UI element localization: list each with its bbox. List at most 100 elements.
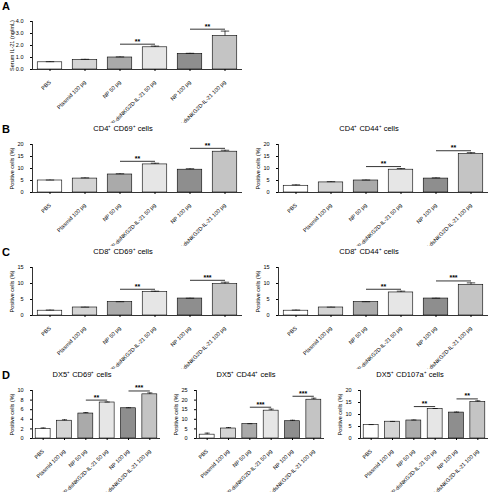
- svg-text:Plasmid 100 μg: Plasmid 100 μg: [302, 202, 333, 233]
- svg-text:Positive cells (%): Positive cells (%): [173, 393, 179, 435]
- svg-text:5: 5: [20, 296, 23, 302]
- svg-text:10: 10: [17, 280, 23, 286]
- svg-text:Positive cells (%): Positive cells (%): [9, 393, 15, 435]
- svg-text:NP 50 μg: NP 50 μg: [347, 325, 367, 345]
- svg-text:Positive cells (%): Positive cells (%): [255, 270, 261, 312]
- svg-text:NP-dsNKG2D-IL-21 100 μg: NP-dsNKG2D-IL-21 100 μg: [100, 448, 152, 492]
- svg-text:4.0: 4.0: [16, 18, 24, 24]
- svg-text:**: **: [135, 155, 141, 162]
- svg-text:PBS: PBS: [361, 448, 373, 460]
- svg-text:Plasmid 100 μg: Plasmid 100 μg: [302, 325, 333, 356]
- svg-text:NP 100 μg: NP 100 μg: [169, 325, 192, 348]
- svg-text:0: 0: [184, 435, 187, 441]
- svg-text:2: 2: [20, 426, 23, 432]
- svg-text:NP 50 μg: NP 50 μg: [231, 448, 251, 468]
- svg-text:0.0: 0.0: [16, 66, 24, 72]
- svg-text:***: ***: [449, 274, 457, 281]
- svg-text:NP-dsNKG2D-IL-21 50 μg: NP-dsNKG2D-IL-21 50 μg: [60, 448, 109, 492]
- svg-text:15: 15: [263, 153, 269, 159]
- svg-text:**: **: [464, 392, 470, 399]
- svg-text:PBS: PBS: [286, 202, 298, 214]
- svg-text:NP-dsNKG2D-IL-21 50 μg: NP-dsNKG2D-IL-21 50 μg: [353, 325, 402, 369]
- svg-text:NP-dsNKG2D-IL-21 100 μg: NP-dsNKG2D-IL-21 100 μg: [428, 448, 480, 492]
- svg-text:**: **: [135, 38, 141, 45]
- svg-text:10: 10: [17, 387, 23, 393]
- svg-text:PBS: PBS: [40, 325, 52, 337]
- svg-text:5: 5: [20, 177, 23, 183]
- svg-text:NP 50 μg: NP 50 μg: [67, 448, 87, 468]
- svg-text:Positive cells (%): Positive cells (%): [9, 147, 15, 189]
- svg-text:Plasmid 100 μg: Plasmid 100 μg: [35, 448, 66, 479]
- svg-text:**: **: [381, 283, 387, 290]
- svg-text:NP-dsNKG2D-IL-21 50 μg: NP-dsNKG2D-IL-21 50 μg: [388, 448, 437, 492]
- svg-text:PBS: PBS: [40, 202, 52, 214]
- svg-text:NP-dsNKG2D-IL-21 100 μg: NP-dsNKG2D-IL-21 100 μg: [421, 325, 473, 369]
- svg-text:Plasmid 100 μg: Plasmid 100 μg: [199, 448, 230, 479]
- svg-text:NP-dsNKG2D-IL-21 100 μg: NP-dsNKG2D-IL-21 100 μg: [175, 325, 227, 369]
- svg-text:15: 15: [263, 264, 269, 270]
- svg-text:NP 100 μg: NP 100 μg: [169, 202, 192, 225]
- svg-text:NP 50 μg: NP 50 μg: [101, 202, 121, 222]
- svg-text:NP 100 μg: NP 100 μg: [169, 79, 192, 102]
- svg-text:NP 50 μg: NP 50 μg: [395, 448, 415, 468]
- svg-text:0: 0: [20, 312, 23, 318]
- svg-text:NP 50 μg: NP 50 μg: [101, 325, 121, 345]
- svg-text:5: 5: [184, 426, 187, 432]
- svg-text:Serum IL-21 (ng/mL): Serum IL-21 (ng/mL): [9, 20, 15, 71]
- svg-text:NP 100 μg: NP 100 μg: [415, 325, 438, 348]
- svg-text:**: **: [451, 144, 457, 151]
- svg-text:6: 6: [20, 406, 23, 412]
- svg-text:NP 100 μg: NP 100 μg: [415, 202, 438, 225]
- svg-text:20: 20: [263, 141, 269, 147]
- svg-text:NP-dsNKG2D-IL-21 50 μg: NP-dsNKG2D-IL-21 50 μg: [107, 79, 156, 123]
- svg-text:0: 0: [20, 189, 23, 195]
- svg-text:***: ***: [203, 274, 211, 281]
- svg-text:0: 0: [20, 435, 23, 441]
- svg-text:10: 10: [345, 411, 351, 417]
- svg-text:Plasmid 100 μg: Plasmid 100 μg: [56, 202, 87, 233]
- svg-text:PBS: PBS: [197, 448, 209, 460]
- svg-text:Plasmid 100 μg: Plasmid 100 μg: [56, 79, 87, 110]
- svg-text:10: 10: [17, 165, 23, 171]
- svg-text:15: 15: [181, 406, 187, 412]
- svg-text:NP-dsNKG2D-IL-21 100 μg: NP-dsNKG2D-IL-21 100 μg: [175, 79, 227, 123]
- svg-text:Plasmid 100 μg: Plasmid 100 μg: [56, 325, 87, 356]
- svg-text:2.0: 2.0: [16, 42, 24, 48]
- svg-text:Positive cells (%): Positive cells (%): [337, 393, 343, 435]
- svg-text:5: 5: [266, 177, 269, 183]
- svg-text:***: ***: [299, 390, 307, 397]
- svg-text:**: **: [205, 142, 211, 149]
- svg-text:3.0: 3.0: [16, 30, 24, 36]
- svg-text:25: 25: [181, 387, 187, 393]
- svg-text:***: ***: [135, 384, 143, 391]
- svg-text:5: 5: [266, 296, 269, 302]
- svg-text:NP-dsNKG2D-IL-21 50 μg: NP-dsNKG2D-IL-21 50 μg: [107, 202, 156, 246]
- svg-text:4: 4: [20, 416, 23, 422]
- svg-text:**: **: [135, 283, 141, 290]
- svg-text:8: 8: [20, 397, 23, 403]
- svg-text:20: 20: [181, 397, 187, 403]
- svg-text:**: **: [94, 394, 100, 401]
- svg-text:Positive cells (%): Positive cells (%): [9, 270, 15, 312]
- svg-text:NP-dsNKG2D-IL-21 50 μg: NP-dsNKG2D-IL-21 50 μg: [224, 448, 273, 492]
- svg-text:15: 15: [17, 153, 23, 159]
- svg-text:0: 0: [266, 189, 269, 195]
- svg-text:PBS: PBS: [286, 325, 298, 337]
- svg-text:15: 15: [17, 264, 23, 270]
- svg-text:NP 50 μg: NP 50 μg: [347, 202, 367, 222]
- svg-text:20: 20: [345, 387, 351, 393]
- svg-text:NP-dsNKG2D-IL-21 100 μg: NP-dsNKG2D-IL-21 100 μg: [421, 202, 473, 246]
- svg-text:NP-dsNKG2D-IL-21 100 μg: NP-dsNKG2D-IL-21 100 μg: [175, 202, 227, 246]
- svg-text:Plasmid 100 μg: Plasmid 100 μg: [363, 448, 394, 479]
- svg-text:20: 20: [17, 141, 23, 147]
- svg-text:10: 10: [263, 280, 269, 286]
- svg-text:***: ***: [256, 401, 264, 408]
- svg-text:5: 5: [348, 423, 351, 429]
- svg-text:**: **: [205, 23, 211, 30]
- svg-text:PBS: PBS: [40, 79, 52, 91]
- svg-text:Positive cells (%): Positive cells (%): [255, 147, 261, 189]
- svg-text:PBS: PBS: [33, 448, 45, 460]
- svg-text:0: 0: [266, 312, 269, 318]
- svg-text:**: **: [422, 400, 428, 407]
- svg-text:10: 10: [263, 165, 269, 171]
